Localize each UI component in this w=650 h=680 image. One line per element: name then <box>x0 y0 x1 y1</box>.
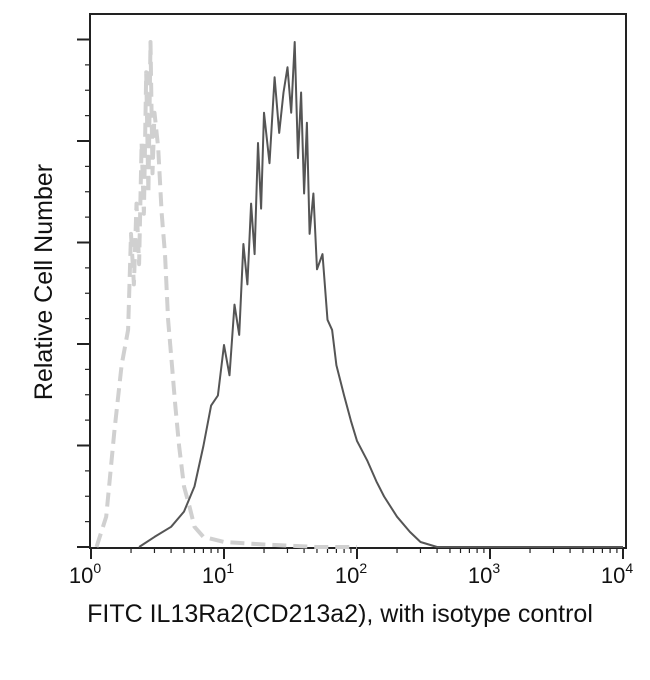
y-axis-title: Relative Cell Number <box>30 164 58 400</box>
x-axis-tick-labels: 100 101 102 103 104 <box>69 560 633 588</box>
tick-exponent: 0 <box>93 560 101 576</box>
tick-exponent: 2 <box>359 560 367 576</box>
tick-base: 10 <box>468 563 492 588</box>
tick-base: 10 <box>335 563 359 588</box>
x-tick-label: 100 <box>69 560 101 588</box>
x-axis-ticks <box>90 547 624 559</box>
x-axis-title: FITC IL13Ra2(CD213a2), with isotype cont… <box>87 600 593 628</box>
tick-exponent: 1 <box>226 560 234 576</box>
tick-base: 10 <box>202 563 226 588</box>
il13ra2-staining-curve <box>138 41 623 548</box>
tick-base: 10 <box>601 563 625 588</box>
tick-base: 10 <box>69 563 93 588</box>
isotype-control-curve <box>94 40 357 549</box>
x-tick-label: 104 <box>601 560 633 588</box>
x-tick-label: 101 <box>202 560 234 588</box>
series-layer <box>94 40 623 549</box>
x-tick-label: 103 <box>468 560 500 588</box>
tick-exponent: 4 <box>625 560 633 576</box>
tick-exponent: 3 <box>492 560 500 576</box>
plot-frame <box>89 13 627 549</box>
y-axis-ticks <box>77 38 91 548</box>
x-tick-label: 102 <box>335 560 367 588</box>
